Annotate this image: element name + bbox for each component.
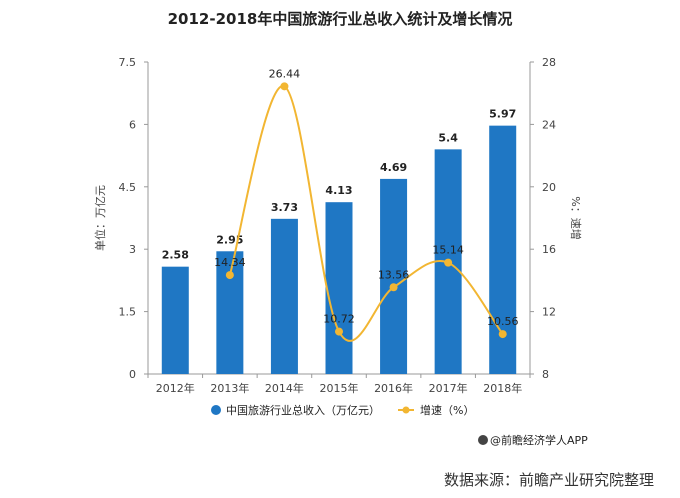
credit-text: @前瞻经济学人APP [490,434,588,447]
growth-point [335,327,343,336]
bar [380,178,408,374]
legend-bar-swatch [211,405,221,415]
y-right-tick-label: 16 [542,243,556,256]
bar [325,202,353,374]
x-tick-label: 2014年 [265,381,304,395]
y-right-axis-title: %：速增 [569,196,583,239]
bar [270,218,298,374]
growth-point [225,271,234,280]
credit: @前瞻经济学人APP [478,432,588,448]
bar [216,251,244,374]
y-left-axis-title: 单位：万亿元 [93,185,107,251]
growth-point [280,82,289,91]
y-right-tick-label: 8 [542,368,549,381]
growth-point [389,283,398,292]
y-right-tick-label: 24 [542,118,556,131]
growth-value-label: 26.44 [269,67,301,80]
bar-value-label: 4.13 [325,184,352,197]
y-right-tick-label: 20 [542,181,556,194]
legend-line-label: 增速（%） [420,403,474,417]
y-left-tick-label: 6 [129,118,136,131]
y-right-tick-label: 28 [542,56,556,69]
y-left-tick-label: 7.5 [119,56,137,69]
y-right-tick-label: 12 [542,306,556,319]
credit-logo-icon [478,435,488,445]
bar-value-label: 4.69 [380,161,407,174]
source-note: 数据来源：前瞻产业研究院整理 [443,471,654,489]
x-tick-label: 2017年 [429,381,468,395]
x-tick-label: 2018年 [483,381,522,395]
bar-value-label: 5.4 [438,131,458,144]
chart-title: 2012-2018年中国旅游行业总收入统计及增长情况 [167,10,513,28]
y-left-tick-label: 1.5 [119,306,137,319]
bar-value-label: 3.73 [271,201,298,214]
bar-value-label: 5.97 [489,108,516,121]
y-left-tick-label: 4.5 [119,181,137,194]
bar [161,266,189,374]
growth-value-label: 15.14 [432,244,464,257]
legend-line-marker [402,406,410,414]
y-left-tick-label: 0 [129,368,136,381]
x-tick-label: 2013年 [210,381,249,395]
growth-value-label: 14.34 [214,256,246,269]
growth-value-label: 13.56 [378,268,410,281]
growth-value-label: 10.72 [323,313,355,326]
x-tick-label: 2015年 [320,381,359,395]
legend-bar-label: 中国旅游行业总收入（万亿元） [226,403,380,417]
growth-value-label: 10.56 [487,315,519,328]
y-left-tick-label: 3 [129,243,136,256]
bar-value-label: 2.58 [162,249,189,262]
growth-point [498,330,507,339]
x-tick-label: 2016年 [374,381,413,395]
growth-point [444,258,453,267]
x-tick-label: 2012年 [156,381,195,395]
